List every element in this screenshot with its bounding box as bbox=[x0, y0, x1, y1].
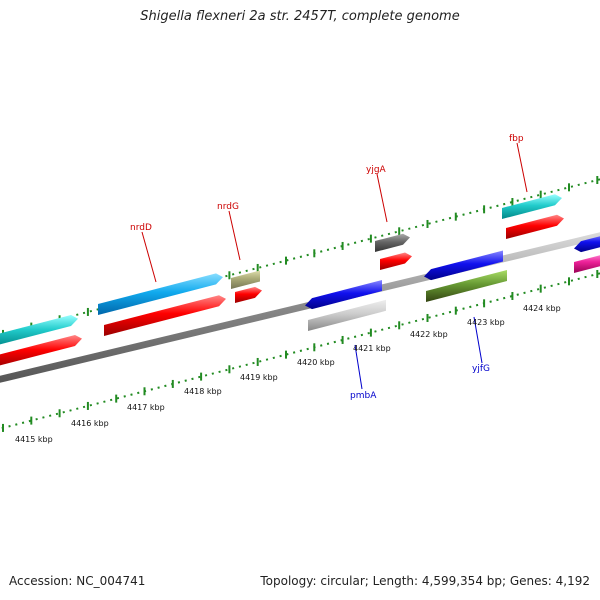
genome-summary-label: Topology: circular; Length: 4,599,354 bp… bbox=[260, 574, 590, 588]
scale-label-4416: 4416 kbp bbox=[71, 419, 109, 428]
scale-label-4422: 4422 kbp bbox=[410, 330, 448, 339]
gene-arrow-yjgA-partner bbox=[375, 233, 410, 252]
scale-label-4420: 4420 kbp bbox=[297, 358, 335, 367]
gene-arrow-red-left bbox=[0, 334, 82, 366]
lower-major-ticks bbox=[2, 269, 599, 432]
gene-arrow-yjfG-partner bbox=[424, 250, 503, 281]
scale-label-4421: 4421 kbp bbox=[353, 344, 391, 353]
gene-arrow-pmbA-partner bbox=[305, 280, 382, 310]
gene-arrow-blue-right bbox=[574, 236, 600, 253]
scale-label-4417: 4417 kbp bbox=[127, 403, 165, 412]
upper-tick-row bbox=[0, 178, 600, 336]
gene-label-yjfG: yjfG bbox=[472, 364, 490, 374]
gene-label-yjgA: yjgA bbox=[366, 165, 387, 175]
gene-box-pmbA bbox=[308, 299, 386, 331]
lower-tick-row bbox=[0, 272, 600, 430]
gene-label-pmbA: pmbA bbox=[350, 391, 377, 401]
scale-label-4423: 4423 kbp bbox=[467, 318, 505, 327]
gene-box-yjfG bbox=[426, 270, 507, 302]
gene-arrow-nrdG bbox=[235, 286, 262, 303]
gene-arrow-cyan-left bbox=[0, 315, 78, 345]
gene-label-nrdG: nrdG bbox=[217, 202, 239, 212]
page-title: Shigella flexneri 2a str. 2457T, complet… bbox=[140, 9, 460, 24]
gene-box-pink-right bbox=[574, 255, 600, 273]
scale-label-4419: 4419 kbp bbox=[240, 373, 278, 382]
gene-box-khaki bbox=[231, 270, 260, 289]
gene-arrow-yjgA bbox=[380, 252, 412, 270]
accession-label: Accession: NC_004741 bbox=[9, 574, 146, 588]
gene-label-fbp: fbp bbox=[509, 134, 524, 144]
gene-arrow-nrdD bbox=[104, 295, 226, 336]
gene-features bbox=[0, 194, 600, 366]
scale-label-4424: 4424 kbp bbox=[523, 304, 561, 313]
gene-arrow-nrdD-partner bbox=[98, 273, 223, 315]
gene-arrow-fbp bbox=[506, 214, 564, 239]
scale-label-4418: 4418 kbp bbox=[184, 387, 222, 396]
scale-label-4415: 4415 kbp bbox=[15, 435, 53, 444]
gene-leaders bbox=[141, 142, 528, 390]
gene-arrow-fbp-partner bbox=[502, 194, 562, 219]
gene-label-nrdD: nrdD bbox=[130, 223, 152, 233]
